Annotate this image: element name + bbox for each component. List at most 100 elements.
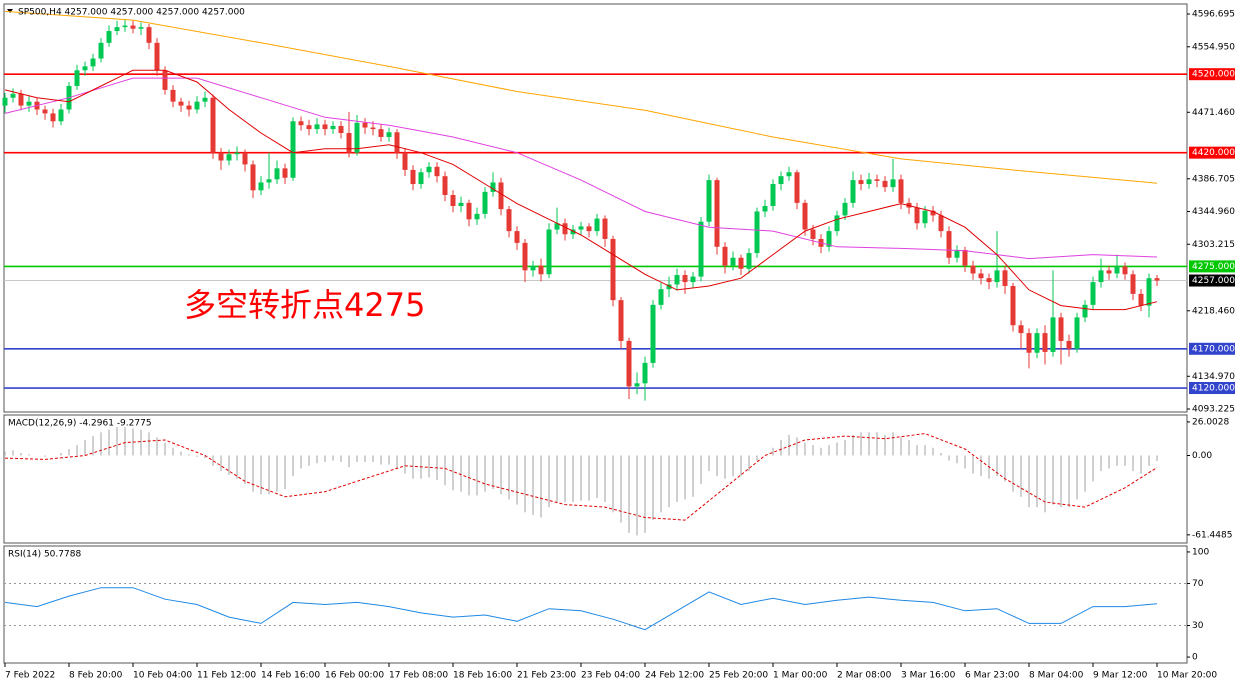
candle-body [826,231,832,247]
level-label: 4275.000 [1192,262,1235,272]
candle-body [1034,333,1040,353]
candle-body [1018,325,1024,334]
candle-body [562,223,568,235]
pane-title: RSI(14) 50.7788 [8,550,81,560]
candle-body [858,180,864,185]
x-tick-label: 21 Feb 23:00 [517,671,576,681]
candle-body [314,124,320,130]
y-tick-label: 4093.225 [1192,405,1235,415]
candle-body [218,152,224,161]
candle-body [26,101,32,106]
candle-body [794,172,800,203]
candle-body [362,122,368,128]
candle-body [450,195,456,206]
moving-average [4,69,1158,311]
level-label: 4520.000 [1192,70,1235,80]
y-tick-label: 70 [1192,579,1204,589]
candle-body [306,125,312,130]
candle-body [1106,270,1112,274]
annotation: 多空转折点4275 [184,286,425,324]
candle-body [266,179,272,183]
x-tick-label: 24 Feb 12:00 [645,671,704,681]
candle-body [1042,333,1048,352]
candle-body [874,179,880,181]
candle-body [970,265,976,274]
candle-body [1066,340,1072,349]
candle-body [50,113,56,122]
candle-body [1010,286,1016,326]
x-tick-label: 7 Feb 2022 [5,671,55,681]
candle-body [762,205,768,212]
candle-body [674,275,680,285]
candle-body [370,127,376,130]
candle-body [58,109,64,122]
level-label-box [1189,274,1235,287]
candle-body [18,93,24,106]
candle-body [850,180,856,203]
candle-body [786,172,792,177]
pane-title: MACD(12,26,9) -4.2961 -9.2775 [8,419,152,429]
candle-body [490,182,496,192]
candle-body [210,97,216,153]
candle-body [634,383,640,387]
candle-body [626,340,632,387]
moving-average [4,10,1158,184]
candle-body [1074,317,1080,349]
candle-body [1122,266,1128,275]
candle-body [82,66,88,71]
x-tick-label: 1 Mar 00:00 [773,671,828,681]
y-tick-label: 4344.960 [1192,207,1235,217]
candle-body [258,182,264,191]
candle-body [1138,293,1144,306]
candle-body [514,231,520,243]
x-tick-label: 17 Feb 08:00 [389,671,448,681]
candle-body [242,152,248,165]
y-tick-label: 0.00 [1192,451,1212,461]
candle-body [538,265,544,275]
signal-line [4,433,1158,521]
candle-body [1130,274,1136,294]
candle-body [802,202,808,230]
candle-body [178,101,184,106]
candle-body [154,42,160,71]
x-tick-label: 8 Mar 04:00 [1029,671,1084,681]
x-tick-label: 3 Mar 16:00 [901,671,956,681]
candle-body [730,257,736,266]
candle-body [114,27,120,32]
candle-body [530,265,536,271]
candle-body [722,246,728,266]
candle-body [122,25,128,28]
level-label-box [1189,260,1235,273]
candle-body [658,289,664,305]
candle-body [642,362,648,384]
candle-body [914,207,920,224]
candle-body [2,97,8,106]
candle-body [522,242,528,271]
candle-body [778,176,784,185]
candle-body [714,180,720,247]
candle-body [618,300,624,341]
pane-title: SP500,H4 4257.000 4257.000 4257.000 4257… [18,8,245,18]
x-tick-label: 6 Mar 23:00 [965,671,1020,681]
candle-body [274,168,280,180]
candle-body [90,58,96,67]
y-tick-label: 100 [1192,547,1209,557]
rsi-line [4,587,1158,631]
candle-body [498,182,504,210]
candle-body [458,202,464,206]
candle-body [650,304,656,363]
candle-body [1050,317,1056,352]
candle-body [194,101,200,110]
y-tick-label: 4134.970 [1192,372,1235,382]
candle-body [346,133,352,153]
level-label: 4420.000 [1192,148,1235,158]
candle-body [962,249,968,266]
level-label-box [1189,146,1235,159]
candle-body [554,223,560,230]
candle-body [1002,270,1008,287]
candle-body [418,172,424,185]
candle-body [954,249,960,258]
candle-body [770,184,776,206]
candle-body [866,179,872,185]
